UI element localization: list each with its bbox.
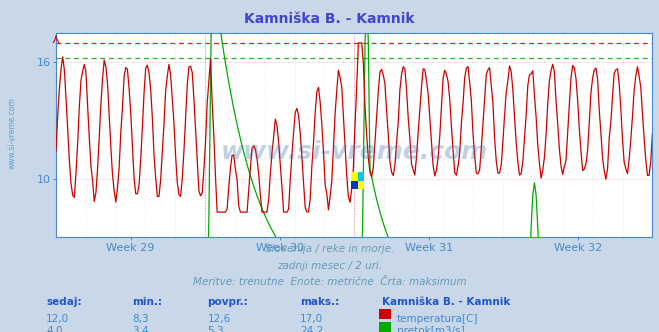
Text: 17,0: 17,0 (300, 314, 323, 324)
Text: www.si-vreme.com: www.si-vreme.com (221, 140, 488, 164)
Text: 8,3: 8,3 (132, 314, 148, 324)
Text: sedaj:: sedaj: (46, 297, 82, 307)
Bar (351, 172, 364, 189)
Text: maks.:: maks.: (300, 297, 339, 307)
Text: 12,0: 12,0 (46, 314, 69, 324)
Text: 5,3: 5,3 (208, 326, 224, 332)
Text: pretok[m3/s]: pretok[m3/s] (397, 326, 465, 332)
Text: Slovenija / reke in morje.: Slovenija / reke in morje. (265, 244, 394, 254)
Text: Kamniška B. - Kamnik: Kamniška B. - Kamnik (244, 12, 415, 26)
Text: www.si-vreme.com: www.si-vreme.com (8, 97, 17, 169)
Text: 4,0: 4,0 (46, 326, 63, 332)
Bar (351, 181, 358, 189)
Text: Kamniška B. - Kamnik: Kamniška B. - Kamnik (382, 297, 511, 307)
Text: 3,4: 3,4 (132, 326, 148, 332)
Text: min.:: min.: (132, 297, 162, 307)
Text: temperatura[C]: temperatura[C] (397, 314, 478, 324)
Text: povpr.:: povpr.: (208, 297, 248, 307)
Text: 24,2: 24,2 (300, 326, 323, 332)
Text: 12,6: 12,6 (208, 314, 231, 324)
Bar (358, 172, 364, 181)
Text: zadnji mesec / 2 uri.: zadnji mesec / 2 uri. (277, 261, 382, 271)
Text: Meritve: trenutne  Enote: metrične  Črta: maksimum: Meritve: trenutne Enote: metrične Črta: … (192, 277, 467, 287)
